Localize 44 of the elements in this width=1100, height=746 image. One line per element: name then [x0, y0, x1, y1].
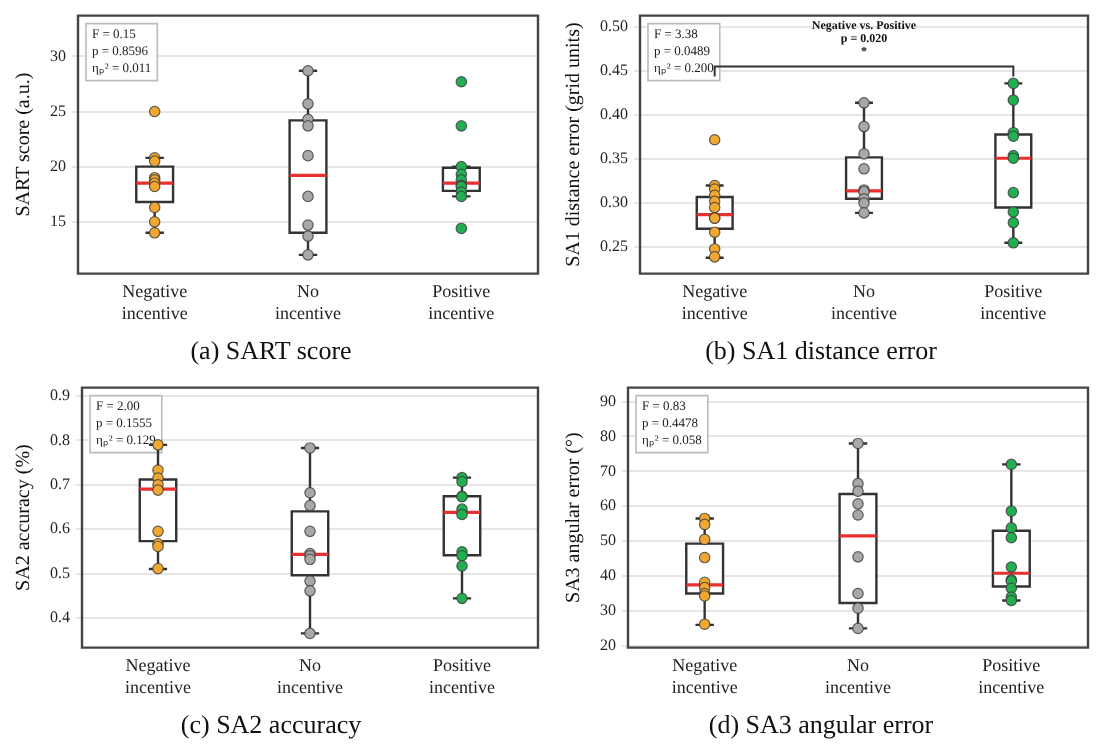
y-tick-label: 70: [600, 461, 616, 480]
y-axis-title: SA1 distance error (grid units): [563, 22, 586, 267]
x-tick-label: Negative incentive: [671, 655, 738, 697]
y-axis-title: SA2 accuracy (%): [13, 444, 36, 591]
x-tick-label: Positive incentive: [428, 281, 495, 323]
y-tick-label: 0.45: [600, 61, 628, 80]
y-tick-label: 0.4: [50, 608, 70, 627]
x-tick-label: Positive incentive: [429, 655, 495, 697]
y-tick-label: 30: [50, 46, 66, 65]
y-tick-label: 30: [600, 601, 616, 620]
y-axis-title: SART score (a.u.): [13, 72, 36, 217]
text: (b) SA1 distance error: [705, 335, 939, 366]
x-tick-label: Negative incentive: [125, 655, 191, 697]
y-tick-label: 50: [600, 531, 616, 550]
y-tick-label: 0.30: [600, 193, 628, 212]
y-tick-label: 40: [600, 566, 616, 585]
text: (a) SART score: [190, 335, 353, 366]
x-tick-label: Negative incentive: [121, 281, 188, 323]
text: (c) SA2 accuracy: [180, 709, 363, 740]
y-tick-label: 0.8: [50, 430, 70, 449]
x-tick-label: Positive incentive: [978, 655, 1045, 697]
y-tick-label: 15: [50, 211, 66, 230]
x-tick-label: No incentive: [277, 655, 343, 697]
y-tick-label: 25: [50, 101, 66, 120]
y-tick-label: 0.40: [600, 105, 628, 124]
y-tick-label: 0.9: [50, 386, 70, 405]
y-tick-label: 0.50: [600, 17, 628, 36]
x-tick-label: No incentive: [831, 281, 897, 323]
y-tick-label: 20: [50, 156, 66, 175]
x-tick-label: Negative incentive: [681, 281, 748, 323]
y-tick-label: 80: [600, 426, 616, 445]
y-tick-label: 0.35: [600, 149, 628, 168]
y-tick-label: 90: [600, 391, 616, 410]
text: (d) SA3 angular error: [708, 709, 935, 740]
y-tick-label: 0.6: [50, 519, 70, 538]
y-tick-label: 20: [600, 636, 616, 655]
y-axis-title: SA3 angular error (°): [563, 432, 586, 603]
y-tick-label: 0.7: [50, 474, 70, 493]
x-tick-label: No incentive: [825, 655, 891, 697]
y-tick-label: 0.25: [600, 237, 628, 256]
x-tick-label: Positive incentive: [980, 281, 1047, 323]
y-tick-label: 0.5: [50, 563, 70, 582]
y-tick-label: 60: [600, 496, 616, 515]
x-tick-label: No incentive: [275, 281, 341, 323]
